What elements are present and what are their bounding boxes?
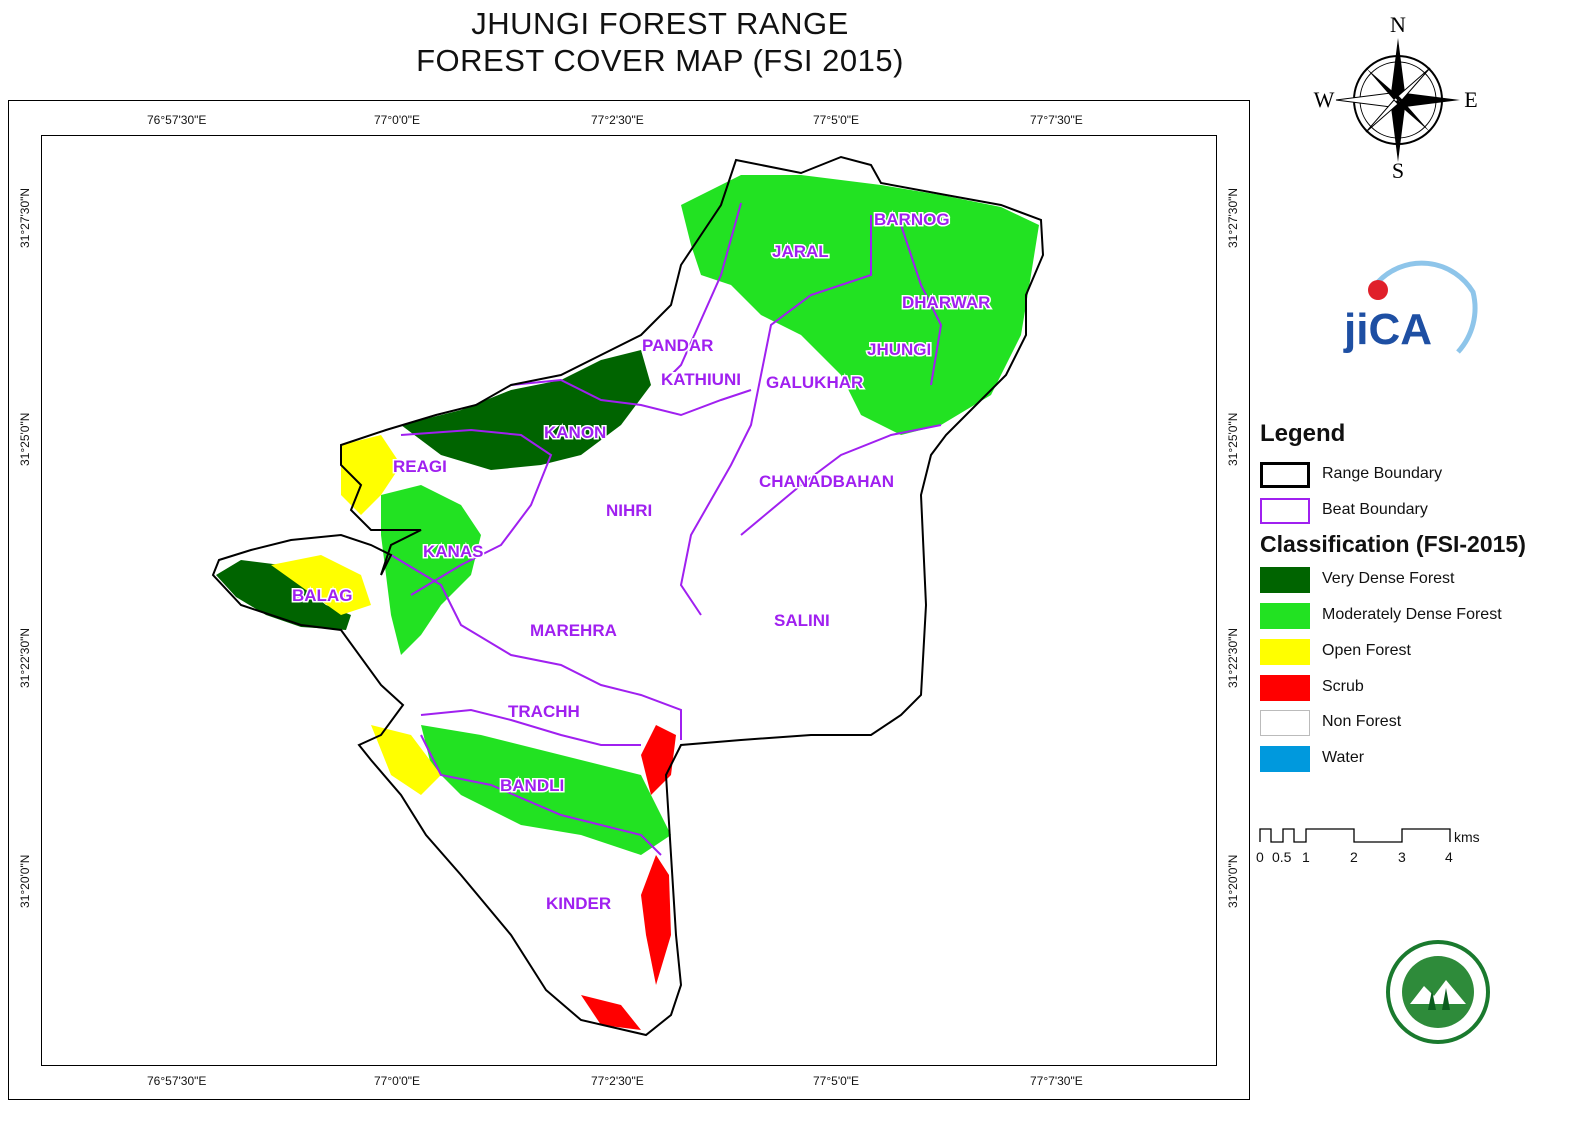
lat-label-left: 31°27'30"N: [18, 187, 32, 248]
legend-swatch: [1260, 675, 1310, 701]
beat-label-salini: SALINI: [774, 611, 830, 630]
map-title-line1: JHUNGI FOREST RANGE: [471, 6, 849, 41]
scrub-patch: [641, 725, 676, 795]
lat-label-right: 31°20'0"N: [1226, 854, 1240, 908]
beat-label-jaral: JARAL: [772, 242, 829, 261]
very-dense-forest-patch: [401, 350, 651, 470]
beat-boundary-line: [420, 734, 662, 856]
legend-swatch: [1260, 639, 1310, 665]
beat-label-dharwar: DHARWAR: [902, 293, 990, 312]
scale-unit: kms: [1454, 829, 1480, 845]
lon-label-bottom: 77°2'30"E: [591, 1074, 644, 1088]
beat-label-barnog: BARNOG: [874, 210, 950, 229]
beat-boundary-line: [900, 224, 943, 386]
lon-label-bottom: 77°0'0"E: [374, 1074, 421, 1088]
moderately-dense-forest-patch: [421, 725, 671, 855]
scrub-patch: [581, 995, 641, 1030]
lon-label-top: 76°57'30"E: [147, 113, 207, 127]
legend-label: Range Boundary: [1322, 465, 1443, 482]
beat-labels: BARNOG JARAL DHARWAR PANDAR JHUNGI KATHI…: [291, 209, 992, 915]
beat-label-chanadbahan: CHANADBAHAN: [759, 472, 894, 491]
forest-dept-emblem: [1386, 940, 1490, 1044]
beat-label-trachh: TRACHH: [508, 702, 580, 721]
forest-cover-map: BARNOG JARAL DHARWAR PANDAR JHUNGI KATHI…: [211, 155, 1045, 1037]
lon-label-bottom: 76°57'30"E: [147, 1074, 207, 1088]
compass-n: N: [1390, 12, 1406, 37]
beat-boundary-line: [740, 424, 942, 536]
scale-bar: [1259, 828, 1451, 843]
lat-label-left: 31°20'0"N: [18, 854, 32, 908]
beat-label-galukhar: GALUKHAR: [766, 373, 863, 392]
scrub-patch: [641, 855, 671, 985]
beat-label-reagi: REAGI: [393, 457, 447, 476]
legend-label: Non Forest: [1322, 713, 1402, 730]
open-forest-patch: [371, 725, 441, 795]
legend-swatch: [1260, 498, 1310, 524]
map-outer-frame: [8, 100, 1250, 1100]
north-arrow-compass-icon: N S W E: [1314, 12, 1478, 182]
legend-label: Beat Boundary: [1322, 501, 1428, 518]
legend-label: Very Dense Forest: [1322, 570, 1455, 587]
scale-tick: 3: [1398, 849, 1406, 865]
legend-swatch: [1260, 746, 1310, 772]
scale-tick: 1: [1302, 849, 1310, 865]
open-forest-patch: [271, 555, 371, 615]
beat-boundary-line: [679, 215, 872, 616]
moderately-dense-forest-patch: [681, 175, 1039, 435]
beat-boundary-line: [420, 708, 641, 746]
legend-label: Water: [1322, 749, 1365, 766]
beat-boundary-line: [390, 554, 682, 740]
range-fill: [213, 157, 1043, 1035]
beat-label-jhungi: JHUNGI: [867, 340, 931, 359]
beat-label-marehra: MAREHRA: [530, 621, 617, 640]
beat-label-nihri: NIHRI: [606, 501, 652, 520]
beat-boundary-line: [510, 378, 752, 417]
range-boundary: [211, 155, 1045, 1037]
legend-swatch: [1260, 710, 1310, 736]
scale-tick: 0.5: [1272, 849, 1292, 865]
jica-logo: jiCA: [1343, 260, 1478, 354]
moderately-dense-forest-patch: [381, 485, 481, 655]
lat-label-right: 31°27'30"N: [1226, 187, 1240, 248]
lon-label-bottom: 77°7'30"E: [1030, 1074, 1083, 1088]
legend-swatch: [1260, 462, 1310, 488]
scale-tick: 0: [1256, 849, 1264, 865]
svg-text:jiCA: jiCA: [1343, 305, 1432, 354]
beat-label-kanon: KANON: [544, 423, 606, 442]
beat-label-bandli: BANDLI: [500, 776, 564, 795]
legend-title: Legend: [1260, 420, 1346, 447]
beat-boundary-line: [660, 202, 742, 386]
legend-label: Open Forest: [1322, 642, 1411, 659]
beat-label-kanas: KANAS: [423, 542, 483, 561]
lon-label-top: 77°7'30"E: [1030, 113, 1083, 127]
map-title-line2: FOREST COVER MAP (FSI 2015): [416, 43, 904, 78]
very-dense-forest-patch: [216, 560, 351, 630]
compass-e: E: [1464, 87, 1477, 112]
lat-label-left: 31°22'30"N: [18, 627, 32, 688]
legend-swatch: [1260, 567, 1310, 593]
lon-label-top: 77°0'0"E: [374, 113, 421, 127]
beat-boundary-line: [400, 428, 553, 596]
lon-label-top: 77°2'30"E: [591, 113, 644, 127]
beat-label-kathiuni: KATHIUNI: [661, 370, 741, 389]
lon-label-top: 77°5'0"E: [813, 113, 860, 127]
legend-label: Moderately Dense Forest: [1322, 606, 1502, 623]
legend-swatch: [1260, 603, 1310, 629]
beat-label-kinder: KINDER: [546, 894, 611, 913]
lat-label-right: 31°25'0"N: [1226, 412, 1240, 466]
lat-label-left: 31°25'0"N: [18, 412, 32, 466]
compass-s: S: [1392, 158, 1404, 182]
compass-w: W: [1314, 87, 1335, 112]
legend-label: Scrub: [1322, 678, 1364, 695]
scale-tick: 4: [1445, 849, 1453, 865]
beat-label-pandar: PANDAR: [642, 336, 713, 355]
scale-tick: 2: [1350, 849, 1358, 865]
lat-label-right: 31°22'30"N: [1226, 627, 1240, 688]
beat-label-balag: BALAG: [292, 586, 352, 605]
lon-label-bottom: 77°5'0"E: [813, 1074, 860, 1088]
classification-title: Classification (FSI-2015): [1260, 531, 1526, 557]
beat-boundaries: [390, 202, 943, 856]
